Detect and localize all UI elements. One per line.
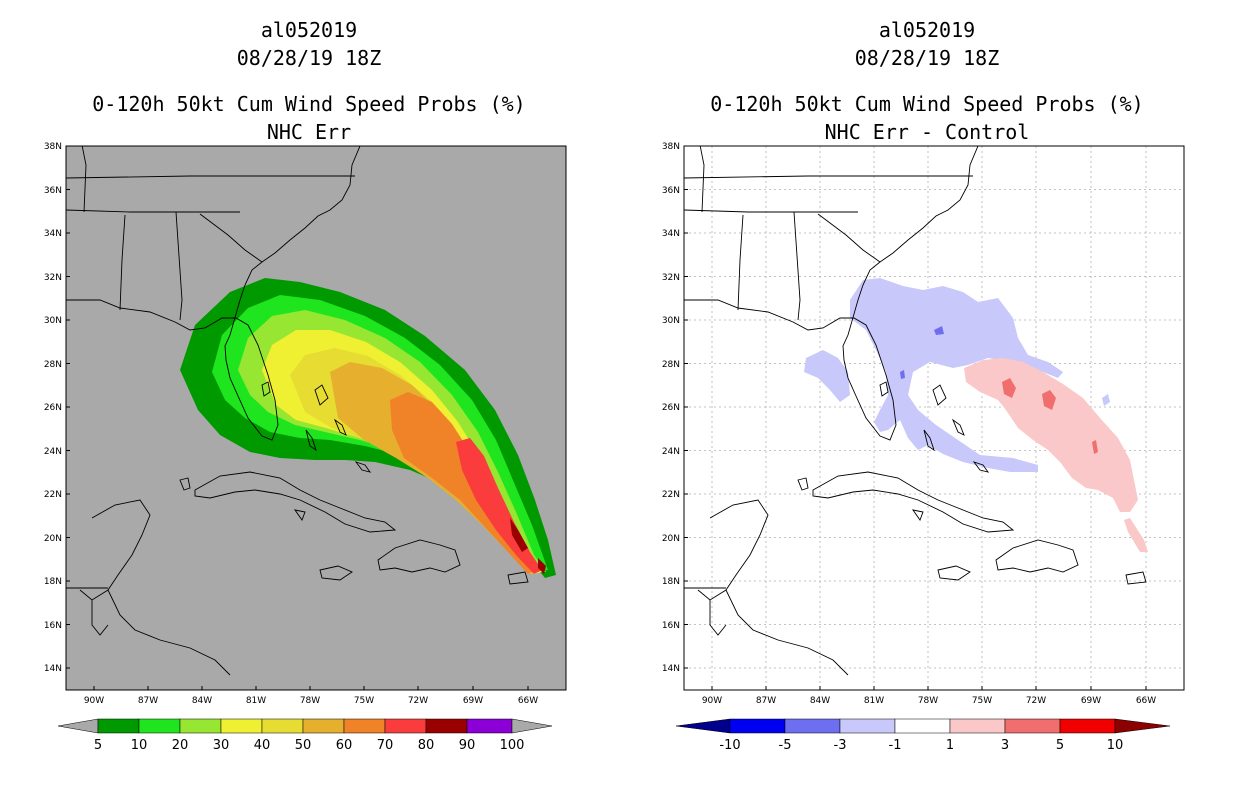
lat-ticks	[684, 145, 688, 669]
svg-text:60: 60	[336, 738, 353, 753]
svg-text:26N: 26N	[662, 403, 680, 413]
svg-text:32N: 32N	[44, 273, 62, 283]
svg-text:20: 20	[172, 738, 189, 753]
svg-text:84W: 84W	[810, 696, 830, 706]
lat-labels: 38N 36N 34N 32N 30N 28N 26N 24N 22N 20N …	[662, 142, 680, 674]
svg-text:20N: 20N	[662, 534, 680, 544]
svg-text:32N: 32N	[662, 273, 680, 283]
svg-text:-1: -1	[889, 738, 902, 753]
svg-text:28N: 28N	[44, 360, 62, 370]
product-title: 0-120h 50kt Cum Wind Speed Probs (%)	[92, 92, 526, 116]
svg-text:20N: 20N	[44, 534, 62, 544]
svg-text:81W: 81W	[246, 696, 266, 706]
svg-text:30: 30	[213, 738, 230, 753]
svg-text:5: 5	[94, 738, 102, 753]
svg-text:81W: 81W	[864, 696, 884, 706]
svg-text:30N: 30N	[44, 316, 62, 326]
svg-text:38N: 38N	[44, 142, 62, 152]
difference-contours	[804, 278, 1148, 552]
svg-text:84W: 84W	[192, 696, 212, 706]
svg-text:36N: 36N	[44, 186, 62, 196]
svg-text:3: 3	[1001, 738, 1009, 753]
svg-text:69W: 69W	[463, 696, 483, 706]
svg-text:30N: 30N	[662, 316, 680, 326]
svg-text:75W: 75W	[354, 696, 374, 706]
svg-text:28N: 28N	[662, 360, 680, 370]
svg-text:18N: 18N	[44, 577, 62, 587]
lon-ticks	[93, 686, 529, 690]
svg-text:-3: -3	[834, 738, 847, 753]
svg-text:87W: 87W	[756, 696, 776, 706]
lon-labels: 90W 87W 84W 81W 78W 75W 72W 69W 66W	[84, 696, 538, 706]
lat-labels: 38N 36N 34N 32N 30N 28N 26N 24N 22N 20N …	[44, 142, 62, 674]
svg-text:34N: 34N	[662, 229, 680, 239]
product-title: 0-120h 50kt Cum Wind Speed Probs (%)	[710, 92, 1144, 116]
svg-text:36N: 36N	[662, 186, 680, 196]
svg-text:14N: 14N	[662, 664, 680, 674]
svg-text:-5: -5	[779, 738, 792, 753]
svg-text:66W: 66W	[1136, 696, 1156, 706]
svg-text:69W: 69W	[1081, 696, 1101, 706]
probability-contours	[180, 278, 556, 578]
svg-text:100: 100	[500, 738, 525, 753]
svg-text:5: 5	[1056, 738, 1064, 753]
svg-text:80: 80	[418, 738, 435, 753]
lon-ticks	[711, 686, 1147, 690]
map-right: 38N 36N 34N 32N 30N 28N 26N 24N 22N 20N …	[662, 142, 1185, 753]
map-left: 38N 36N 34N 32N 30N 28N 26N 24N 22N 20N …	[44, 142, 567, 753]
svg-text:72W: 72W	[1026, 696, 1046, 706]
panel-nhc-err: al052019 08/28/19 18Z 0-120h 50kt Cum Wi…	[44, 18, 567, 753]
panel-subtitle: NHC Err	[266, 120, 352, 144]
svg-text:10: 10	[131, 738, 148, 753]
svg-text:90: 90	[459, 738, 476, 753]
svg-text:40: 40	[254, 738, 271, 753]
svg-text:10: 10	[1107, 738, 1124, 753]
svg-text:90W: 90W	[702, 696, 722, 706]
svg-text:78W: 78W	[300, 696, 320, 706]
svg-text:-10: -10	[719, 738, 740, 753]
lon-labels: 90W 87W 84W 81W 78W 75W 72W 69W 66W	[702, 696, 1156, 706]
svg-text:16N: 16N	[44, 621, 62, 631]
svg-text:1: 1	[946, 738, 954, 753]
datetime: 08/28/19 18Z	[236, 46, 382, 70]
map-background	[684, 146, 1184, 690]
svg-text:87W: 87W	[138, 696, 158, 706]
svg-text:75W: 75W	[972, 696, 992, 706]
svg-text:66W: 66W	[518, 696, 538, 706]
datetime: 08/28/19 18Z	[854, 46, 1000, 70]
svg-text:14N: 14N	[44, 664, 62, 674]
svg-text:22N: 22N	[662, 490, 680, 500]
svg-text:34N: 34N	[44, 229, 62, 239]
svg-text:72W: 72W	[408, 696, 428, 706]
coastlines	[66, 146, 529, 676]
svg-text:90W: 90W	[84, 696, 104, 706]
svg-text:26N: 26N	[44, 403, 62, 413]
storm-id: al052019	[260, 18, 358, 42]
colorbar-left: 5 10 20 30 40 50 60 70 80 90 100	[57, 718, 553, 753]
svg-text:18N: 18N	[662, 577, 680, 587]
svg-text:38N: 38N	[662, 142, 680, 152]
svg-text:24N: 24N	[44, 447, 62, 457]
svg-text:50: 50	[295, 738, 312, 753]
coastlines	[684, 146, 1147, 676]
panel-subtitle: NHC Err - Control	[824, 120, 1030, 144]
svg-text:16N: 16N	[662, 621, 680, 631]
svg-text:78W: 78W	[918, 696, 938, 706]
lat-ticks	[66, 145, 70, 669]
colorbar-right: -10 -5 -3 -1 1 3 5 10	[675, 718, 1171, 753]
svg-text:22N: 22N	[44, 490, 62, 500]
svg-text:70: 70	[377, 738, 394, 753]
storm-id: al052019	[878, 18, 976, 42]
panel-nhc-err-minus-control: al052019 08/28/19 18Z 0-120h 50kt Cum Wi…	[618, 0, 1236, 800]
svg-text:24N: 24N	[662, 447, 680, 457]
